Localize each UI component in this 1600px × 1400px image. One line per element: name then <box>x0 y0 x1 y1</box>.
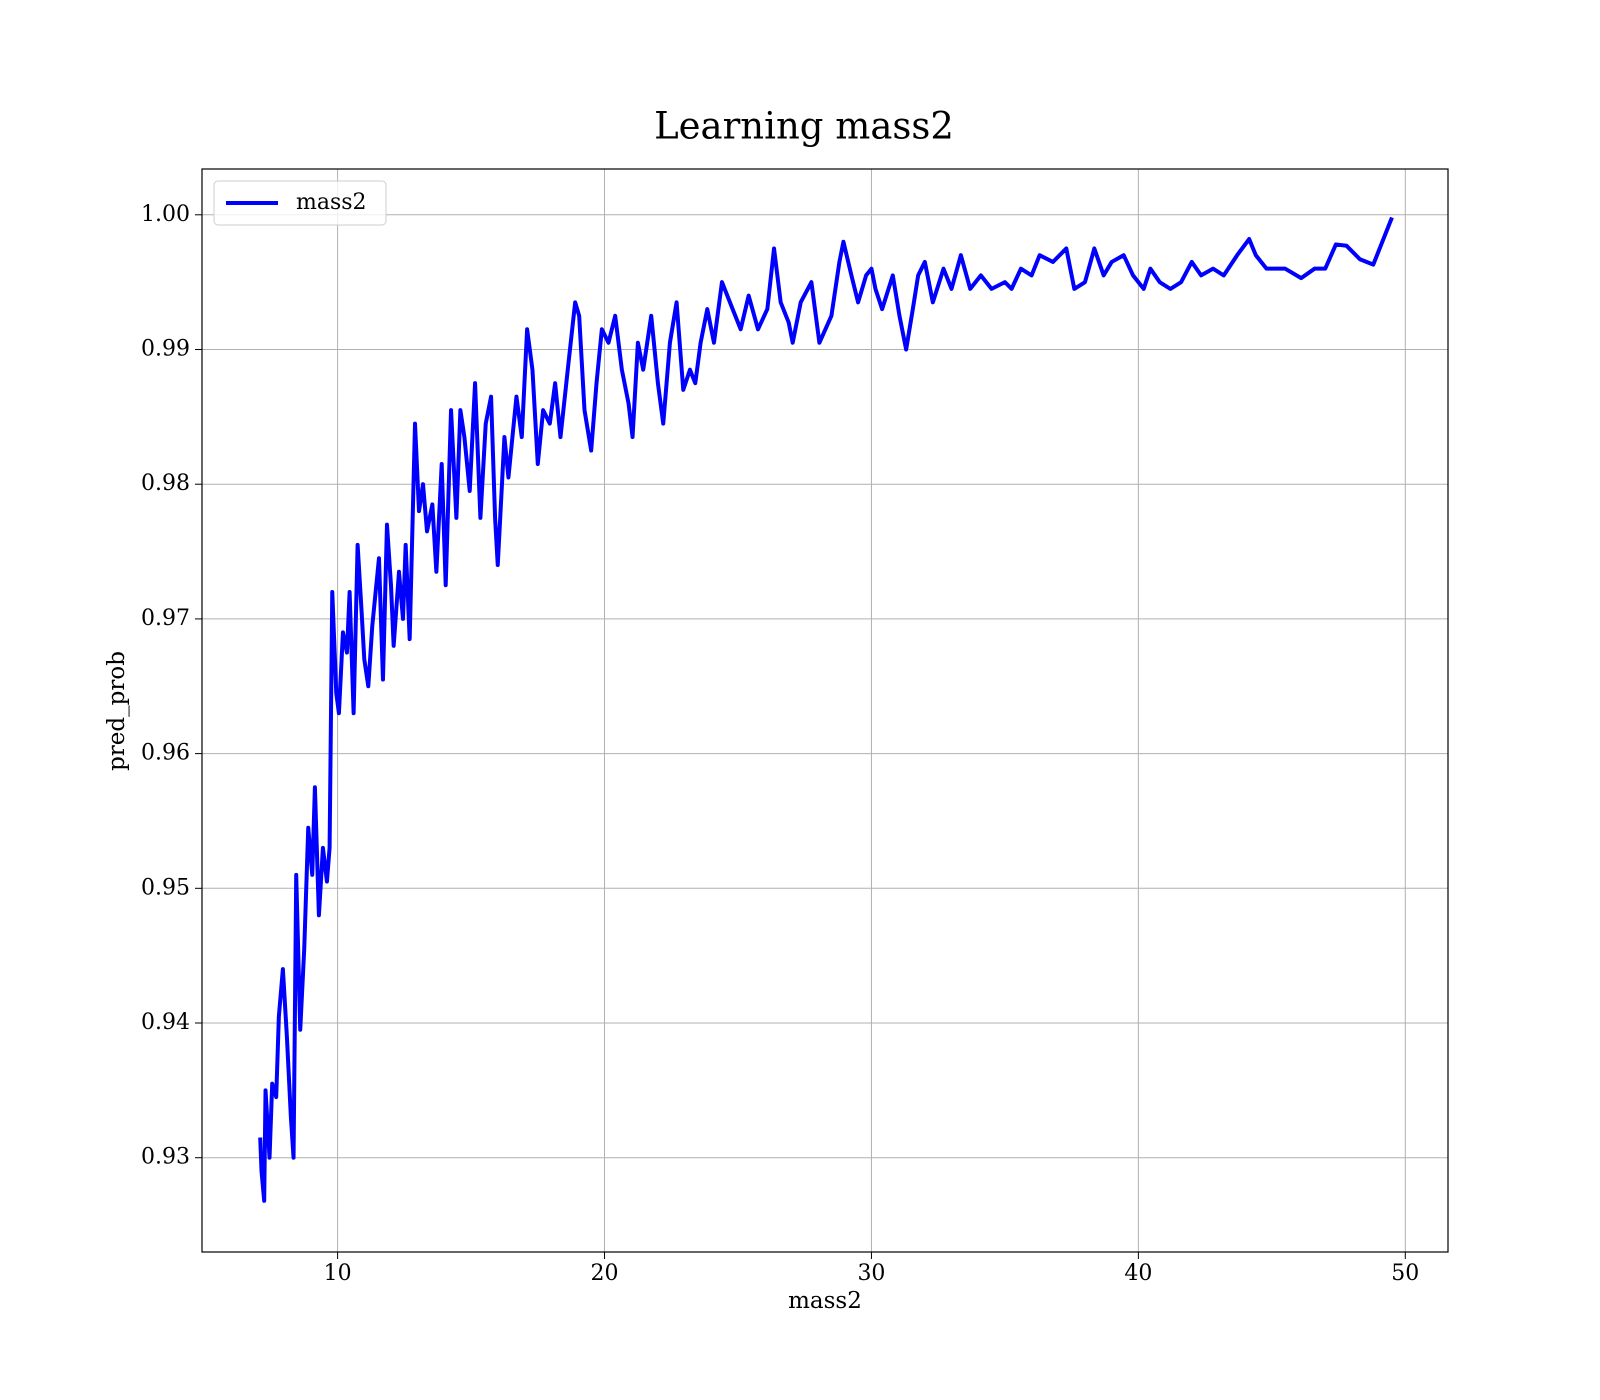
plot-frame <box>201 168 1449 1253</box>
y-tick-label: 0.95 <box>141 875 190 900</box>
x-tick-label: 50 <box>1391 1261 1419 1286</box>
y-tick-label: 0.98 <box>141 471 190 496</box>
data-line <box>258 216 1394 1203</box>
y-tick-label: 0.94 <box>141 1010 190 1035</box>
x-tick-label: 10 <box>324 1261 352 1286</box>
x-tick-label: 30 <box>857 1261 885 1286</box>
x-axis-label: mass2 <box>788 1288 862 1314</box>
y-tick-label: 0.96 <box>141 741 190 766</box>
x-tick-label: 20 <box>591 1261 619 1286</box>
legend-box <box>213 180 387 226</box>
x-tick-label: 40 <box>1124 1261 1152 1286</box>
y-tick-label: 0.93 <box>141 1145 190 1170</box>
chart-title: Learning mass2 <box>654 105 954 148</box>
legend-label: mass2 <box>296 190 367 215</box>
y-axis-label: pred_prob <box>104 651 130 771</box>
y-tick-label: 0.99 <box>141 337 190 362</box>
y-tick-label: 1.00 <box>141 202 190 227</box>
y-tick-label: 0.97 <box>141 606 190 631</box>
